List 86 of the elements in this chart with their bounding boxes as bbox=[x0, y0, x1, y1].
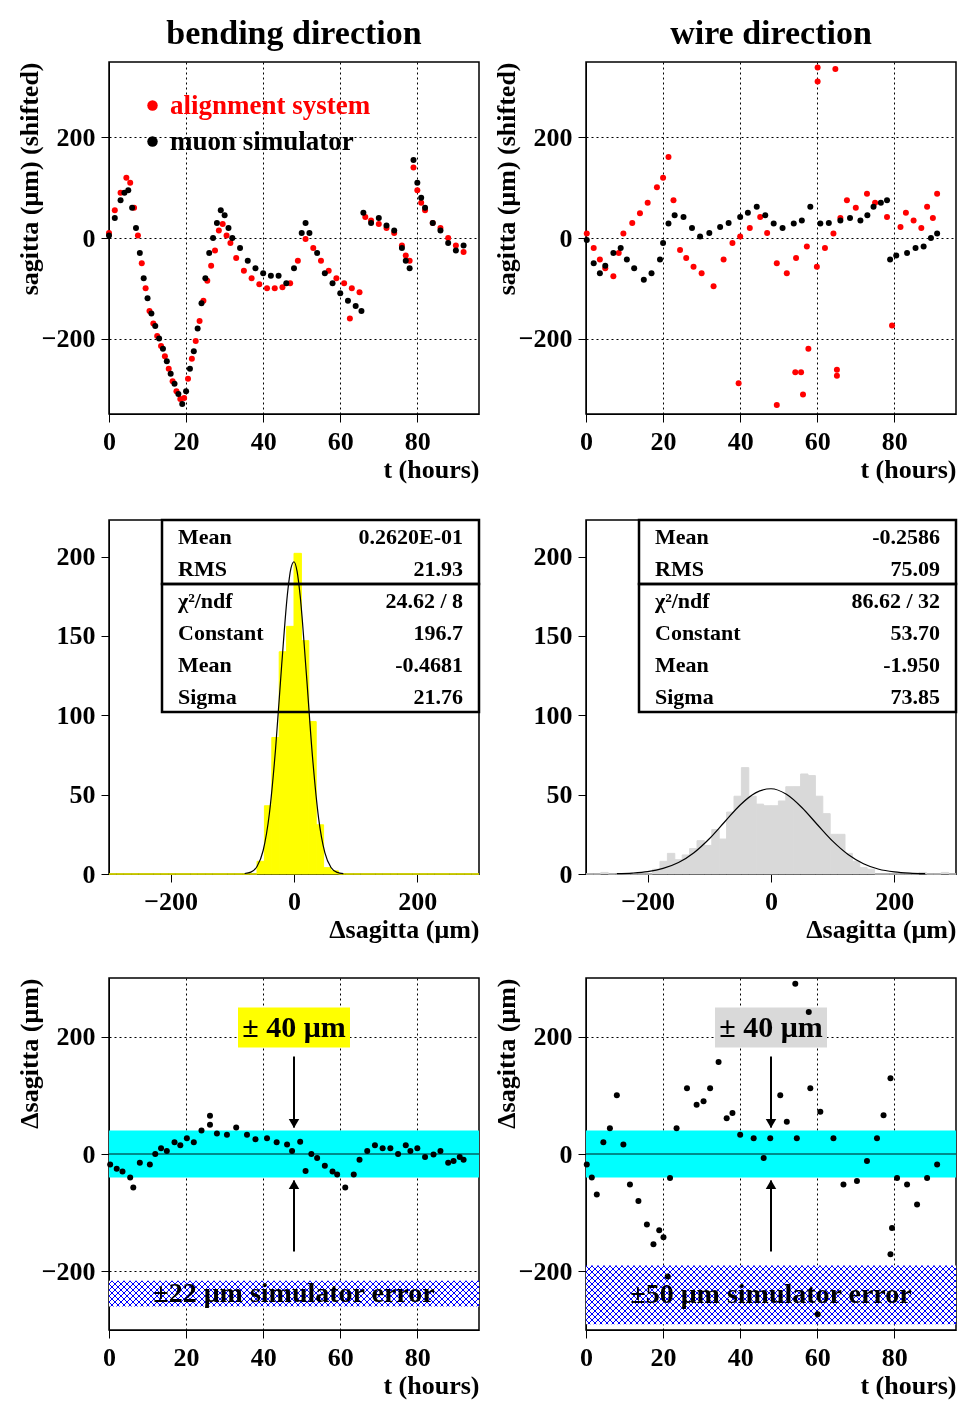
annotation: Sigma bbox=[655, 684, 714, 709]
y-tick-label: 200 bbox=[533, 1022, 573, 1052]
annotation: 21.93 bbox=[413, 556, 463, 581]
y-tick-label: −200 bbox=[41, 324, 96, 354]
annotation: -0.4681 bbox=[395, 652, 463, 677]
y-tick-label: 0 bbox=[559, 1139, 573, 1169]
x-tick-label: 20 bbox=[173, 426, 200, 456]
annotation: 86.62 / 32 bbox=[851, 588, 940, 613]
x-tick-label: 200 bbox=[398, 886, 438, 916]
y-tick-label: 100 bbox=[56, 700, 96, 730]
y-tick-label: 0 bbox=[82, 1139, 96, 1169]
annotation: χ²/ndf bbox=[654, 588, 711, 613]
annotation: Sigma bbox=[178, 684, 237, 709]
y-tick-label: 200 bbox=[56, 122, 96, 152]
x-axis-title: t (hours) bbox=[860, 1370, 957, 1400]
x-tick-label: 20 bbox=[173, 1342, 200, 1372]
annotation: 21.76 bbox=[413, 684, 463, 709]
y-tick-label: 200 bbox=[533, 542, 573, 572]
annotation: 24.62 / 8 bbox=[385, 588, 463, 613]
annotation: Mean bbox=[655, 652, 709, 677]
y-tick-label: 0 bbox=[559, 223, 573, 253]
annotation: 53.70 bbox=[890, 620, 940, 645]
y-tick-label: 200 bbox=[533, 122, 573, 152]
y-axis-title: sagitta (μm) (shifted) bbox=[491, 62, 521, 296]
y-tick-label: 150 bbox=[533, 621, 573, 651]
x-tick-label: 60 bbox=[804, 426, 831, 456]
annotation: χ²/ndf bbox=[177, 588, 234, 613]
x-axis-title: t (hours) bbox=[860, 454, 957, 484]
y-tick-label: 50 bbox=[69, 780, 96, 810]
y-tick-label: 200 bbox=[56, 542, 96, 572]
y-axis-title: Δsagitta (μm) bbox=[491, 978, 521, 1129]
x-tick-label: 40 bbox=[727, 426, 754, 456]
chart-title: wire direction bbox=[670, 14, 872, 51]
annotation: Mean bbox=[178, 524, 232, 549]
x-tick-label: 60 bbox=[804, 1342, 831, 1372]
chart-title: bending direction bbox=[166, 14, 422, 51]
annotation: 0.2620E-01 bbox=[358, 524, 463, 549]
x-tick-label: 0 bbox=[580, 426, 593, 456]
annotation: RMS bbox=[178, 556, 227, 581]
annotation: -0.2586 bbox=[872, 524, 940, 549]
y-tick-label: 100 bbox=[533, 700, 573, 730]
legend-label: alignment system bbox=[170, 89, 371, 120]
x-tick-label: −200 bbox=[144, 886, 199, 916]
y-tick-label: −200 bbox=[518, 324, 573, 354]
x-axis-title: t (hours) bbox=[383, 454, 480, 484]
annotation: 196.7 bbox=[413, 620, 463, 645]
x-axis-title: Δsagitta (μm) bbox=[329, 914, 480, 944]
x-tick-label: 0 bbox=[103, 1342, 116, 1372]
y-tick-label: 200 bbox=[56, 1022, 96, 1052]
x-tick-label: 80 bbox=[404, 1342, 431, 1372]
y-tick-label: 0 bbox=[559, 859, 573, 889]
annotation: -1.950 bbox=[883, 652, 940, 677]
y-tick-label: 0 bbox=[82, 223, 96, 253]
annotation: Constant bbox=[655, 620, 742, 645]
x-tick-label: 20 bbox=[650, 426, 677, 456]
legend-label: muon simulator bbox=[170, 125, 354, 156]
annotation: 75.09 bbox=[890, 556, 940, 581]
x-tick-label: −200 bbox=[621, 886, 676, 916]
annotation: Mean bbox=[655, 524, 709, 549]
annotation: Mean bbox=[178, 652, 232, 677]
x-tick-label: 40 bbox=[727, 1342, 754, 1372]
x-tick-label: 80 bbox=[404, 426, 431, 456]
y-tick-label: 0 bbox=[82, 859, 96, 889]
x-tick-label: 80 bbox=[881, 426, 908, 456]
x-tick-label: 40 bbox=[250, 1342, 277, 1372]
annotation: Constant bbox=[178, 620, 265, 645]
x-tick-label: 60 bbox=[327, 1342, 354, 1372]
x-tick-label: 60 bbox=[327, 426, 354, 456]
x-tick-label: 200 bbox=[875, 886, 915, 916]
y-axis-title: sagitta (μm) (shifted) bbox=[14, 62, 44, 296]
x-tick-label: 0 bbox=[103, 426, 116, 456]
x-tick-label: 0 bbox=[580, 1342, 593, 1372]
x-tick-label: 40 bbox=[250, 426, 277, 456]
x-tick-label: 0 bbox=[765, 886, 778, 916]
x-axis-title: t (hours) bbox=[383, 1370, 480, 1400]
x-axis-title: Δsagitta (μm) bbox=[806, 914, 957, 944]
annotation: 73.85 bbox=[890, 684, 940, 709]
annotation: RMS bbox=[655, 556, 704, 581]
y-tick-label: −200 bbox=[518, 1256, 573, 1286]
x-tick-label: 20 bbox=[650, 1342, 677, 1372]
y-tick-label: 150 bbox=[56, 621, 96, 651]
y-tick-label: 50 bbox=[546, 780, 573, 810]
x-tick-label: 80 bbox=[881, 1342, 908, 1372]
x-tick-label: 0 bbox=[288, 886, 301, 916]
y-axis-title: Δsagitta (μm) bbox=[14, 978, 44, 1129]
y-tick-label: −200 bbox=[41, 1256, 96, 1286]
